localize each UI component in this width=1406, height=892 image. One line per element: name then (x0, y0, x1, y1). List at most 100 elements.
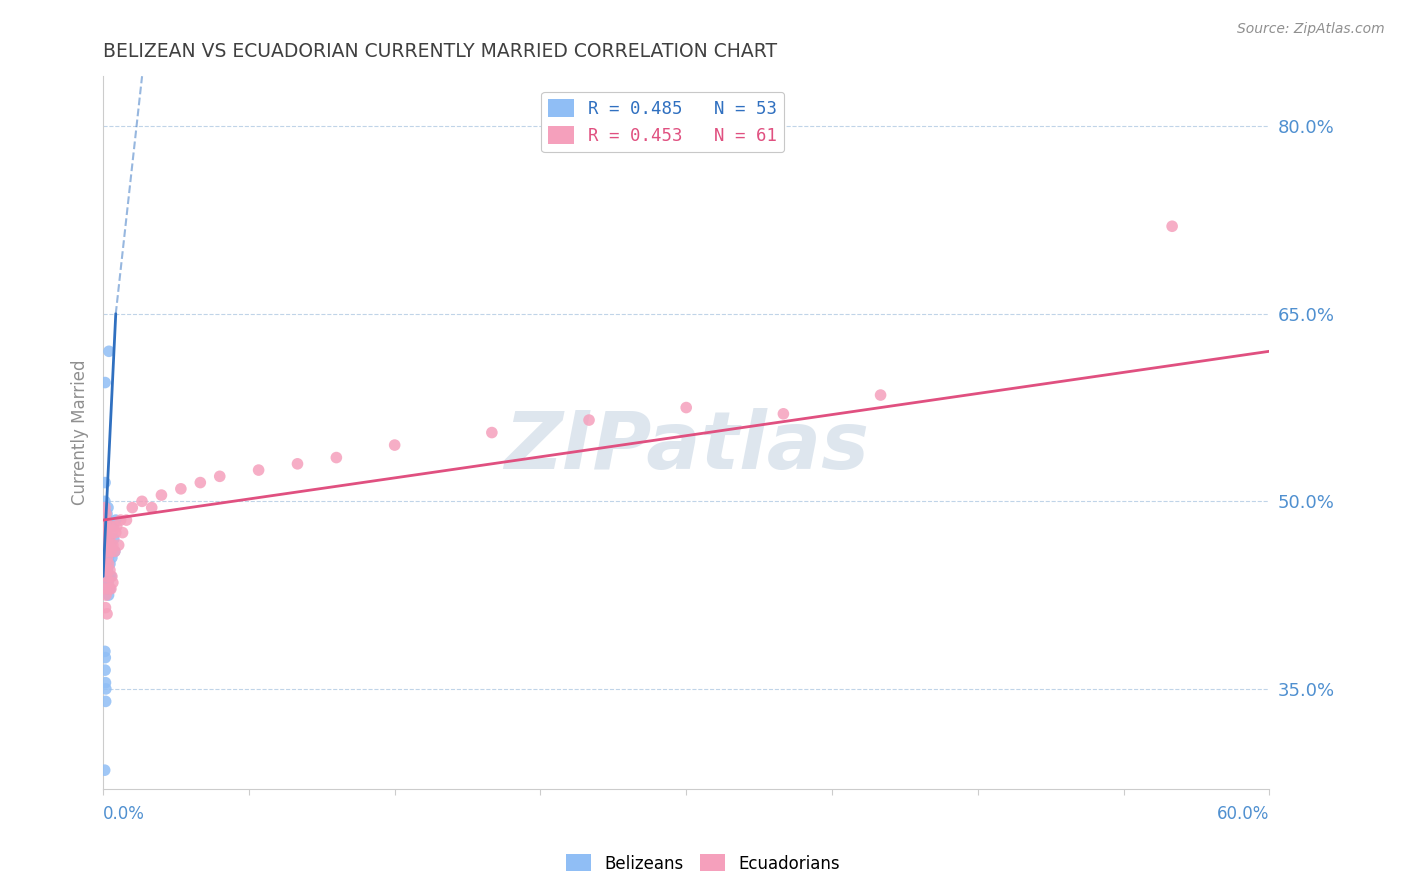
Point (101, 575, 124, 590)
Point (94, 663, 117, 677)
Text: Source: ZipAtlas.com: Source: ZipAtlas.com (1237, 22, 1385, 37)
Point (97, 500, 120, 515)
Point (1161, 219, 1184, 234)
Text: 0.0%: 0.0% (103, 805, 145, 823)
Point (97, 569, 120, 583)
Point (104, 513, 127, 527)
Point (96, 550, 118, 565)
Legend: R = 0.485   N = 53, R = 0.453   N = 61: R = 0.485 N = 53, R = 0.453 N = 61 (541, 92, 785, 153)
Point (97, 532, 120, 546)
Point (94, 650, 117, 665)
Point (97, 575, 120, 590)
Point (103, 519, 125, 533)
Point (96, 513, 118, 527)
Point (96, 569, 118, 583)
Point (131, 494, 153, 508)
Point (93, 563, 115, 577)
Point (869, 388, 891, 402)
Point (208, 469, 231, 483)
Point (101, 519, 124, 533)
Point (94, 600, 117, 615)
Point (115, 513, 138, 527)
Point (94, 376, 117, 390)
Point (94, 494, 117, 508)
Point (96, 513, 118, 527)
Point (94, 532, 117, 546)
Point (94, 519, 117, 533)
Point (97, 544, 120, 558)
Point (97, 557, 120, 571)
Point (96, 538, 118, 552)
Point (100, 544, 122, 558)
Point (94, 507, 117, 521)
Point (100, 582, 122, 596)
Point (772, 407, 794, 421)
Point (110, 513, 132, 527)
Point (96, 563, 118, 577)
Point (94, 681, 117, 696)
Point (96, 607, 118, 621)
Point (94, 544, 117, 558)
Point (94, 519, 117, 533)
Point (96, 544, 118, 558)
Point (101, 525, 124, 540)
Point (94, 569, 117, 583)
Point (97, 582, 120, 596)
Point (111, 525, 134, 540)
Point (287, 457, 309, 471)
Point (94, 550, 117, 565)
Point (578, 413, 600, 427)
Point (104, 525, 127, 540)
Point (98, 582, 121, 596)
Text: ZIPatlas: ZIPatlas (503, 408, 869, 486)
Point (96, 557, 118, 571)
Point (97, 550, 120, 565)
Point (96, 532, 118, 546)
Point (96, 519, 118, 533)
Point (98, 557, 121, 571)
Point (94, 507, 117, 521)
Point (188, 475, 211, 490)
Text: 60.0%: 60.0% (1218, 805, 1270, 823)
Point (101, 550, 124, 565)
Point (96, 563, 118, 577)
Point (98, 532, 121, 546)
Point (96, 525, 118, 540)
Point (93, 544, 115, 558)
Point (96, 582, 118, 596)
Point (96, 563, 118, 577)
Point (107, 538, 129, 552)
Point (97, 588, 120, 602)
Point (94, 563, 117, 577)
Point (105, 519, 128, 533)
Point (104, 544, 127, 558)
Point (94, 550, 117, 565)
Point (94, 582, 117, 596)
Point (94, 694, 117, 708)
Point (94, 513, 117, 527)
Point (96, 563, 118, 577)
Point (481, 425, 503, 440)
Point (94, 575, 117, 590)
Point (94, 475, 117, 490)
Point (170, 482, 193, 496)
Point (247, 463, 270, 477)
Point (97, 344, 120, 359)
Point (94, 532, 117, 546)
Point (93, 519, 115, 533)
Point (94, 538, 117, 552)
Point (104, 544, 127, 558)
Point (97, 532, 120, 546)
Point (94, 644, 117, 658)
Point (94, 500, 117, 515)
Point (97, 538, 120, 552)
Point (94, 588, 117, 602)
Point (101, 569, 124, 583)
Point (94, 675, 117, 690)
Point (150, 488, 173, 502)
Point (97, 575, 120, 590)
Point (93, 544, 115, 558)
Y-axis label: Currently Married: Currently Married (72, 359, 89, 505)
Point (141, 500, 163, 515)
Point (94, 557, 117, 571)
